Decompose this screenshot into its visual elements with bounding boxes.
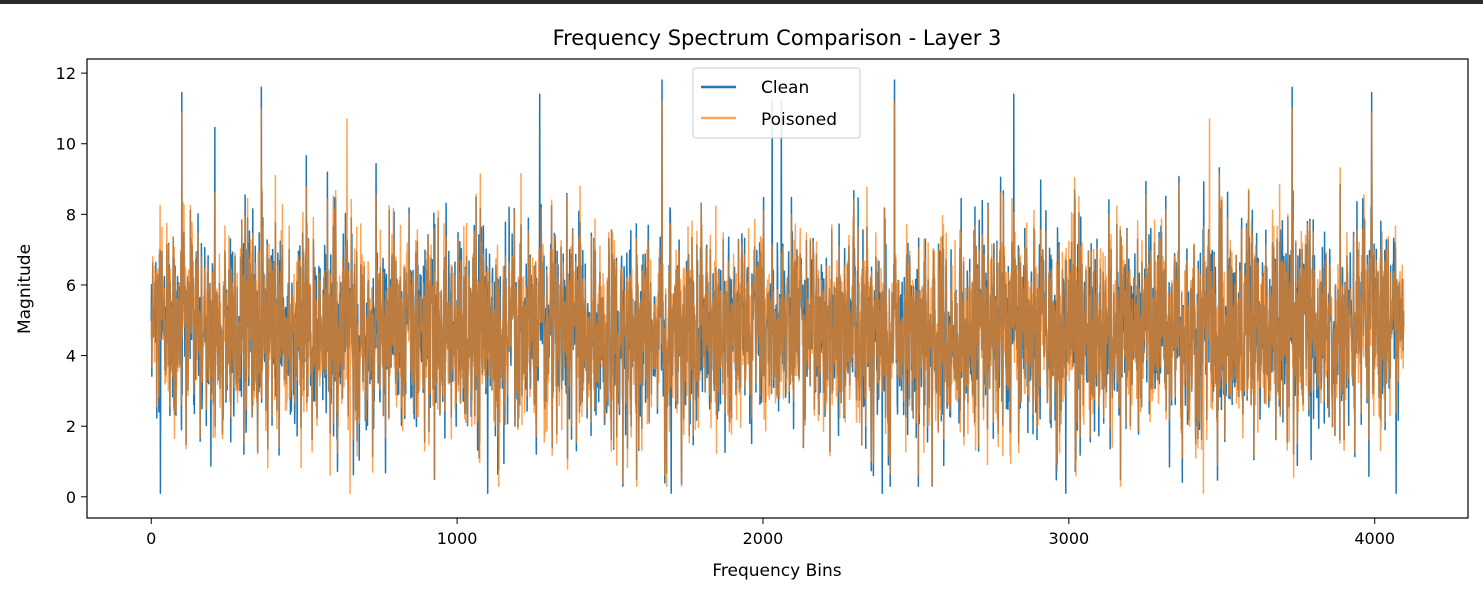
x-tick-label: 0 — [146, 529, 156, 548]
y-tick-label: 6 — [66, 276, 76, 295]
y-tick-label: 2 — [66, 417, 76, 436]
legend: Clean Poisoned — [692, 67, 861, 139]
plot-area-frame — [86, 58, 1469, 519]
y-tick-label: 12 — [56, 64, 76, 83]
x-tick-label: 2000 — [743, 529, 784, 548]
chart-title: Frequency Spectrum Comparison - Layer 3 — [553, 26, 1002, 50]
y-tick-label: 10 — [56, 135, 76, 154]
y-tick-label: 4 — [66, 347, 76, 366]
legend-label-clean: Clean — [761, 78, 809, 98]
series-line-poisoned — [150, 100, 1405, 495]
x-tick-label: 4000 — [1354, 529, 1395, 548]
legend-box — [692, 67, 861, 139]
y-tick-label: 8 — [66, 205, 76, 224]
x-tick-label: 3000 — [1048, 529, 1089, 548]
plot-series-group — [150, 79, 1405, 495]
legend-label-poisoned: Poisoned — [761, 110, 837, 130]
x-tick-label: 1000 — [437, 529, 478, 548]
x-axis-label: Frequency Bins — [712, 561, 841, 581]
x-axis-ticks: 0 1000 2000 3000 4000 — [146, 518, 1395, 548]
y-axis-label: Magnitude — [15, 244, 35, 334]
window-top-border — [0, 0, 1483, 4]
y-axis-ticks: 0 2 4 6 8 10 12 — [56, 64, 87, 507]
y-tick-label: 0 — [66, 488, 76, 507]
